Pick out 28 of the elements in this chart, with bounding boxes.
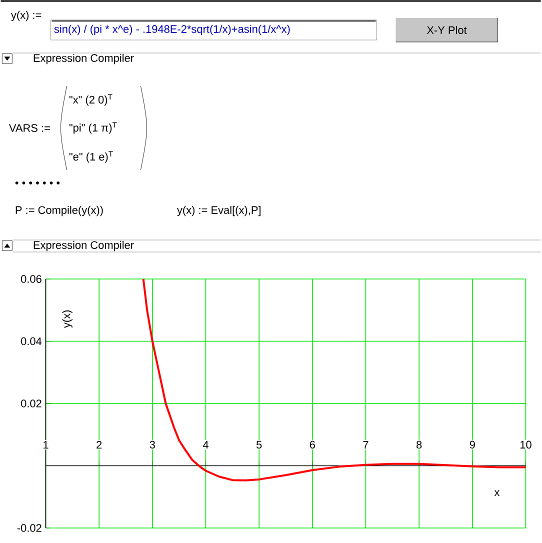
x-tick-label: 1: [44, 441, 49, 449]
x-tick-label: 3: [150, 440, 156, 449]
text: sin(x) / (pi * x^e) - .1948E-2*sqrt(1/x)+asin(1/x^x): [54, 24, 290, 36]
y-tick-label: 0.02: [21, 400, 42, 408]
text: y(x) :=: [11, 10, 42, 22]
x-tick-label: 4: [203, 441, 209, 449]
text: "x" (2 0)$^{T}$: [70, 94, 113, 106]
text: "e" (1 e)$^{T}$: [70, 151, 114, 163]
text: • • • • • • •: [16, 181, 60, 184]
text: y(x) := Eval[(x),P]: [177, 206, 261, 216]
text: X-Y Plot: [427, 26, 468, 34]
x-tick-label: 8: [416, 440, 422, 449]
x-tick-label: 9: [470, 440, 476, 449]
text: P := Compile(y(x)): [16, 206, 104, 216]
text: Expression Compiler: [34, 240, 134, 252]
x-tick-label: 7: [364, 441, 368, 449]
y-tick-label: -0.02: [18, 524, 42, 532]
text: VARS :=: [9, 124, 50, 132]
text: Expression Compiler: [34, 54, 134, 64]
y-axis-title: y(x): [62, 310, 73, 328]
x-axis-title: x: [494, 490, 500, 496]
x-tick-label: 10: [520, 440, 532, 449]
x-tick-label: 5: [256, 440, 262, 449]
y-tick-label: 0.04: [21, 337, 42, 346]
x-tick-label: 6: [310, 440, 316, 449]
x-tick-label: 2: [96, 440, 102, 449]
y-tick-label: 0.06: [21, 275, 42, 283]
text: "pi" (1 π)$^{T}$: [70, 122, 118, 134]
